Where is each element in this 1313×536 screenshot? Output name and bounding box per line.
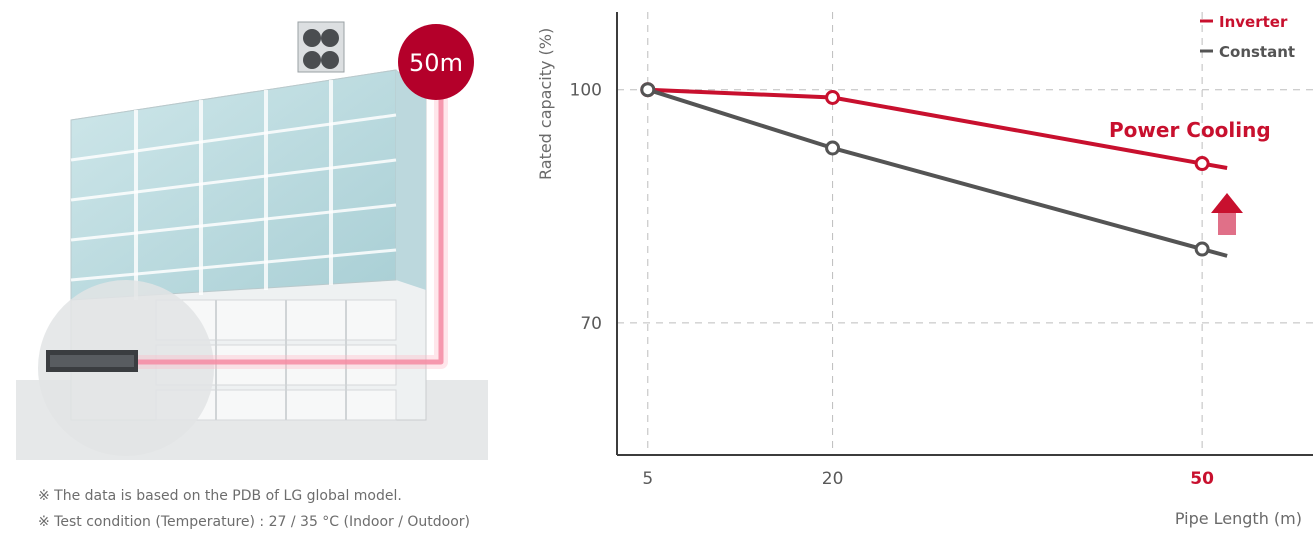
x-tick-labels: 5 20 50	[642, 469, 1214, 489]
series-line-constant	[647, 87, 1228, 258]
distance-badge-text: 50m	[409, 49, 463, 77]
x-axis-label: Pipe Length (m)	[1175, 509, 1302, 528]
building-illustration: 50m	[16, 0, 488, 460]
footnote-test-condition: ※ Test condition (Temperature) : 27 / 35…	[38, 514, 470, 530]
y-tick-labels: 100 70	[570, 81, 602, 334]
series-line-inverter	[647, 87, 1228, 170]
chart-axes	[616, 12, 1313, 456]
legend-label-inverter: Inverter	[1219, 13, 1288, 31]
point-inverter-20	[825, 89, 841, 105]
x-tick-20: 20	[822, 469, 844, 489]
power-cooling-annotation: Power Cooling	[1109, 118, 1271, 142]
point-constant-20	[825, 140, 841, 156]
series-points	[640, 82, 1210, 257]
point-constant-5	[640, 82, 656, 98]
series-lines	[647, 87, 1228, 258]
y-tick-100: 100	[570, 81, 602, 101]
distance-badge	[398, 24, 474, 100]
legend-label-constant: Constant	[1219, 43, 1295, 61]
legend: Inverter Constant	[1200, 13, 1295, 61]
footnote-data-source: ※ The data is based on the PDB of LG glo…	[38, 488, 402, 504]
point-inverter-50	[1194, 156, 1210, 172]
y-axis-label: Rated capacity (%)	[536, 28, 555, 180]
improvement-arrow-icon	[1211, 193, 1243, 235]
x-tick-50: 50	[1190, 469, 1214, 489]
y-tick-70: 70	[580, 314, 602, 334]
grid-lines	[617, 12, 1313, 455]
point-constant-50	[1194, 241, 1210, 257]
x-tick-5: 5	[642, 469, 653, 489]
